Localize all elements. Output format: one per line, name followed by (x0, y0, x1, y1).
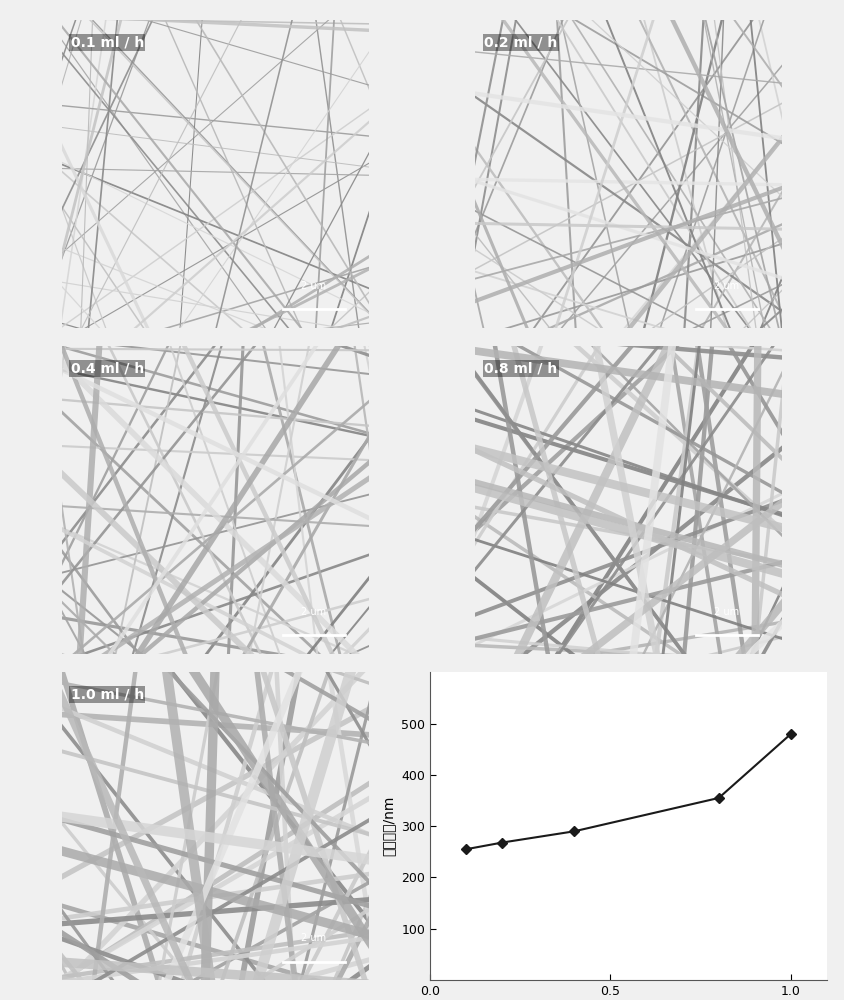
Text: 0.8 ml / h: 0.8 ml / h (484, 362, 557, 376)
Text: 0.1 ml / h: 0.1 ml / h (71, 35, 144, 49)
Text: 2 um: 2 um (301, 607, 327, 617)
Text: 2 um: 2 um (301, 933, 327, 943)
Text: 2 um: 2 um (714, 607, 739, 617)
Text: 0.2 ml / h: 0.2 ml / h (484, 35, 557, 49)
Text: 0.4 ml / h: 0.4 ml / h (71, 362, 144, 376)
Text: 2 um: 2 um (714, 281, 739, 291)
Y-axis label: 平均直径/nm: 平均直径/nm (381, 796, 396, 856)
Text: 1.0 ml / h: 1.0 ml / h (71, 688, 144, 702)
Text: 2 um: 2 um (301, 281, 327, 291)
